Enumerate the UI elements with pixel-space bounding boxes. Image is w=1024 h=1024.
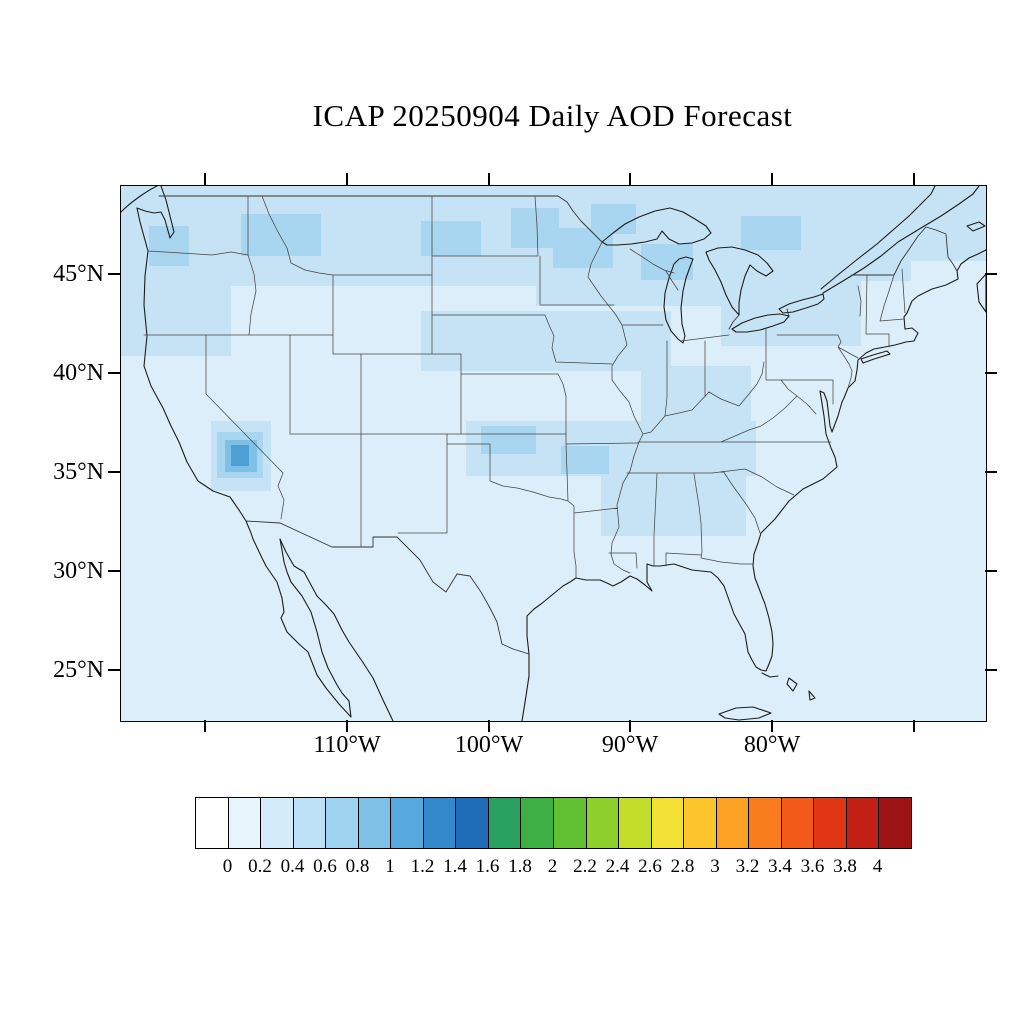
axis-tick <box>985 570 997 572</box>
aod-patches <box>121 186 986 536</box>
great-lakes <box>601 207 825 344</box>
colorbar-tick-label: 1 <box>385 856 395 877</box>
axis-tick <box>771 720 773 732</box>
lat-label-45n: 45°N <box>53 261 104 287</box>
colorbar-cell <box>261 798 294 848</box>
colorbar-cell <box>196 798 229 848</box>
colorbar-cell <box>228 798 262 848</box>
colorbar-tick-label: 3.2 <box>735 856 760 877</box>
florida-keys <box>761 672 779 678</box>
axis-tick <box>488 173 490 185</box>
axis-tick <box>108 570 120 572</box>
colorbar <box>195 797 912 849</box>
axis-tick <box>346 173 348 185</box>
axis-tick <box>629 173 631 185</box>
axis-tick <box>108 273 120 275</box>
colorbar-tick-label: 1.2 <box>410 856 435 877</box>
map-panel <box>120 185 987 722</box>
colorbar-tick-label: 0 <box>222 856 233 877</box>
colorbar-cell <box>879 798 912 848</box>
colorbar-cell <box>619 798 652 848</box>
colorbar-tick-label: 2.8 <box>670 856 695 877</box>
colorbar-cell <box>781 798 815 848</box>
lat-label-40n: 40°N <box>53 360 104 386</box>
bahamas-islands <box>786 677 816 701</box>
lon-label-80w: 80°W <box>743 732 801 758</box>
colorbar-tick-label: 2.2 <box>573 856 597 877</box>
axis-tick <box>985 273 997 275</box>
page-title: ICAP 20250904 Daily AOD Forecast <box>312 98 793 133</box>
axis-tick <box>108 372 120 374</box>
axis-tick <box>108 669 120 671</box>
colorbar-cell <box>358 798 392 848</box>
colorbar-tick-label: 2 <box>547 856 558 877</box>
lat-label-35n: 35°N <box>53 459 104 485</box>
axis-tick <box>985 372 997 374</box>
st-lawrence-shores <box>820 186 980 294</box>
map-svg <box>121 186 986 721</box>
colorbar-tick-label: 0.8 <box>345 856 370 877</box>
lon-label-110w: 110°W <box>313 732 381 758</box>
colorbar-cell <box>749 798 782 848</box>
axis-tick <box>488 720 490 732</box>
axis-tick <box>204 173 206 185</box>
colorbar-tick-label: 3 <box>710 856 720 877</box>
colorbar-cell <box>814 798 847 848</box>
geography <box>121 186 986 721</box>
colorbar-tick-label: 1.4 <box>443 856 467 877</box>
axis-tick <box>346 720 348 732</box>
mexico-border <box>245 520 530 655</box>
lake-champlain <box>857 285 862 317</box>
colorbar-tick-label: 0.4 <box>280 856 305 877</box>
colorbar-tick-label: 0.6 <box>313 856 337 877</box>
colorbar-cell <box>293 798 327 848</box>
colorbar-tick-label: 1.8 <box>508 856 532 877</box>
colorbar-tick-label: 2.6 <box>638 856 662 877</box>
axis-tick <box>204 720 206 732</box>
colorbar-tick-label: 4 <box>872 856 883 877</box>
colorbar-cell <box>651 798 685 848</box>
axis-tick <box>771 173 773 185</box>
colorbar-tick-label: 1.6 <box>475 856 500 877</box>
lat-label-30n: 30°N <box>53 558 104 584</box>
coastline-pacific <box>136 186 394 721</box>
colorbar-cell <box>846 798 880 848</box>
axis-tick <box>985 471 997 473</box>
axis-tick <box>108 471 120 473</box>
coastline-gulf-atlantic <box>521 249 986 721</box>
colorbar-cell <box>554 798 587 848</box>
colorbar-tick-label: 3.8 <box>833 856 857 877</box>
axis-tick <box>913 173 915 185</box>
colorbar-tick-label: 0.2 <box>248 856 272 877</box>
nova-scotia-coast <box>966 221 986 313</box>
canada-border <box>158 195 958 330</box>
vancouver-island-coast <box>121 186 158 213</box>
colorbar-cell <box>391 798 424 848</box>
lon-label-100w: 100°W <box>454 732 524 758</box>
colorbar-cell <box>488 798 522 848</box>
colorbar-tick-label: 3.6 <box>800 856 825 877</box>
axis-tick <box>629 720 631 732</box>
colorbar-cell <box>521 798 555 848</box>
colorbar-cell <box>586 798 620 848</box>
colorbar-cell <box>684 798 717 848</box>
state-borders <box>143 195 906 579</box>
colorbar-cell <box>326 798 359 848</box>
lat-label-25n: 25°N <box>53 657 104 683</box>
axis-tick <box>913 720 915 732</box>
cuba-coastline <box>718 706 772 721</box>
colorbar-cell <box>456 798 489 848</box>
colorbar-cell <box>716 798 750 848</box>
lon-label-90w: 90°W <box>601 732 659 758</box>
long-island <box>860 350 891 364</box>
colorbar-tick-label: 3.4 <box>768 856 792 877</box>
colorbar-tick-label: 2.4 <box>605 856 630 877</box>
colorbar-labels: 0 0.2 0.4 0.6 0.8 1 1.2 1.4 1.6 1.8 2 2.2 2.4 2.6 2.8 3… <box>195 856 910 882</box>
colorbar-cell <box>423 798 457 848</box>
axis-tick <box>985 669 997 671</box>
